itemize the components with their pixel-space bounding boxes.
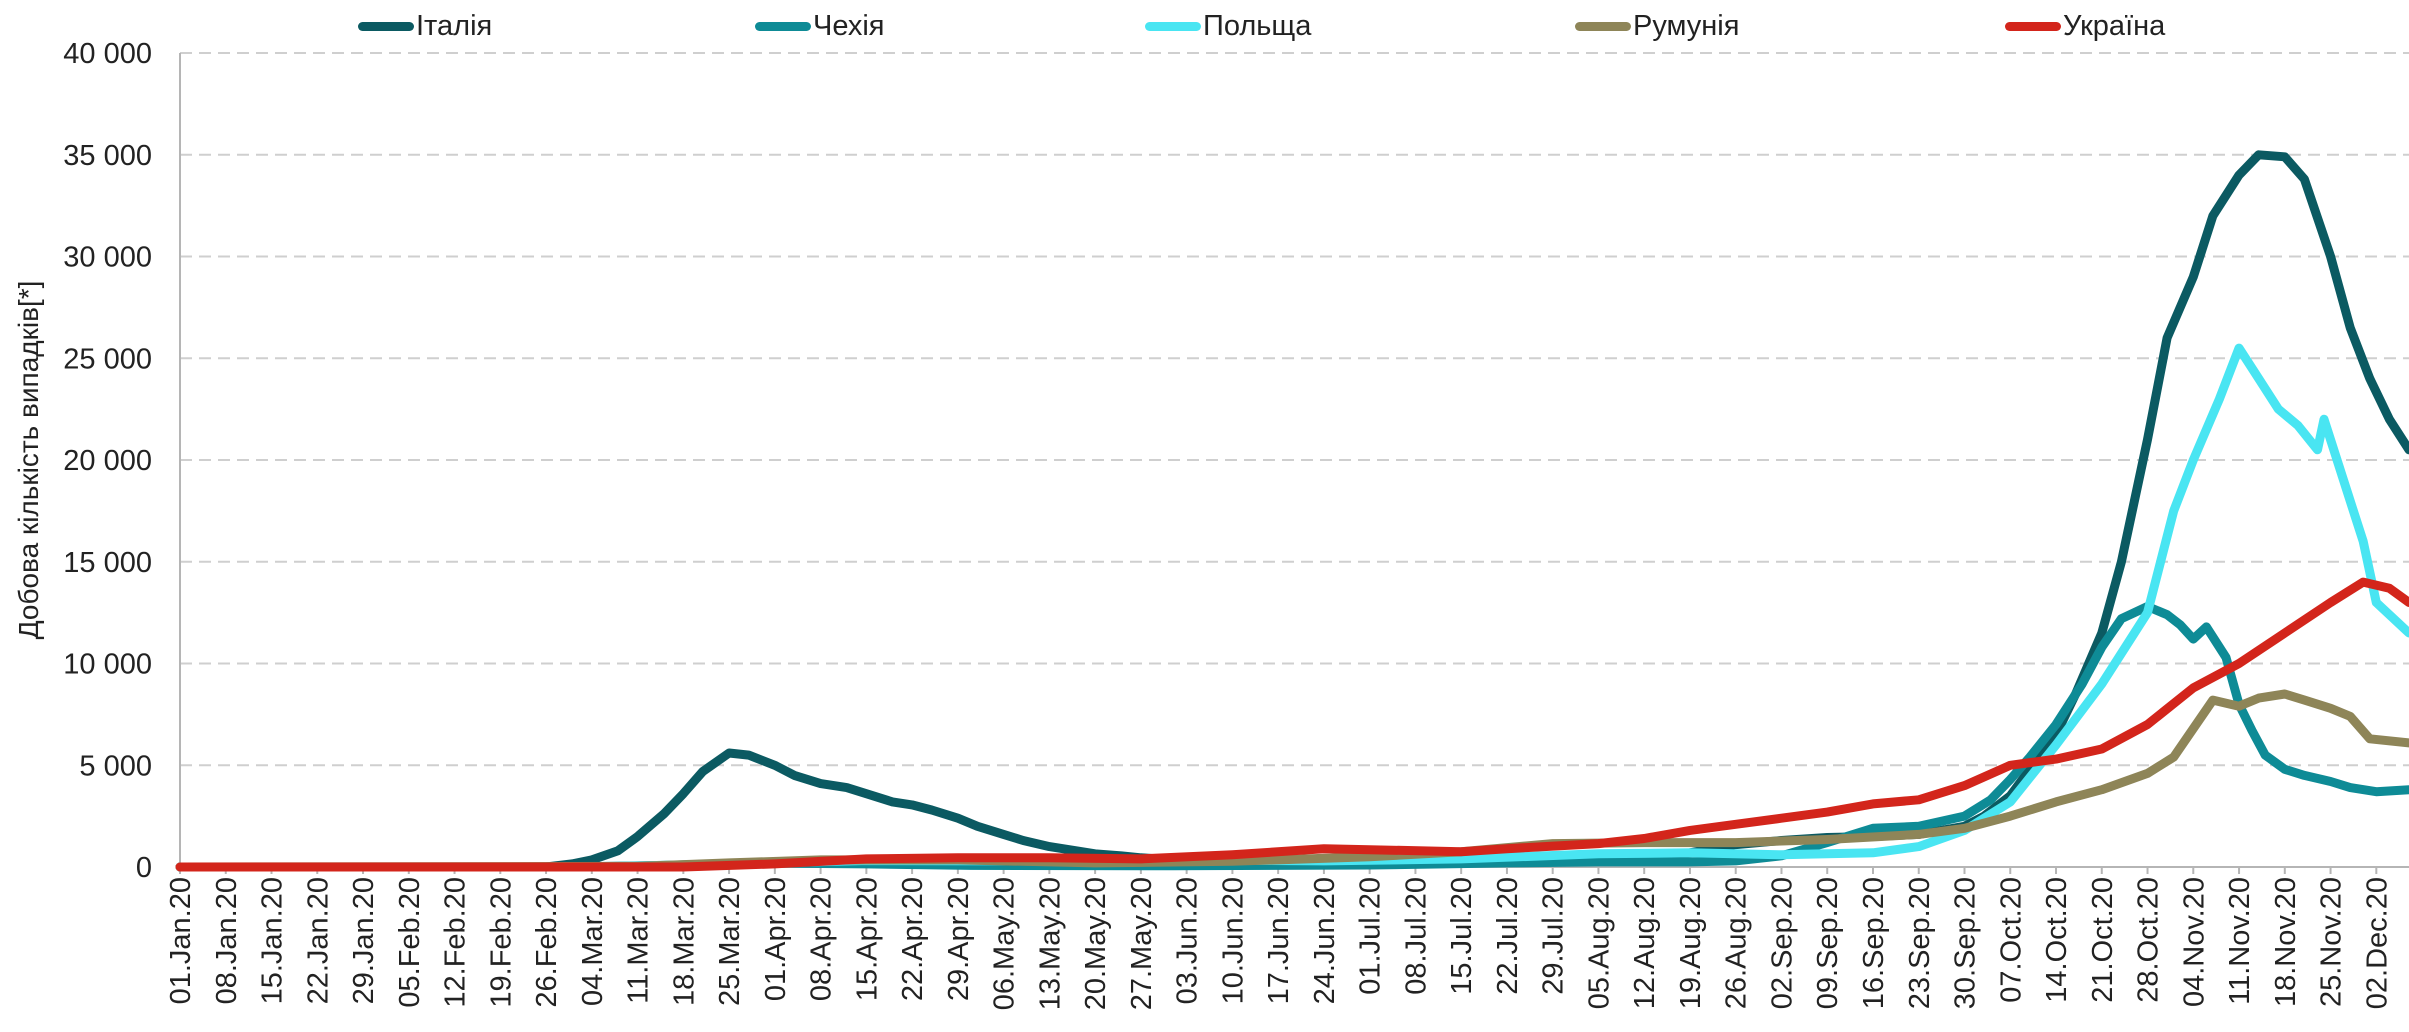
series-line (175, 150, 2409, 872)
y-tick-label: 40 000 (63, 38, 152, 70)
x-tick-label: 18.Mar.20 (668, 877, 700, 1006)
y-tick-label: 10 000 (63, 649, 152, 681)
x-tick-label: 18.Nov.20 (2270, 877, 2302, 1007)
x-tick-label: 25.Mar.20 (714, 877, 746, 1006)
x-tick-label: 11.Nov.20 (2224, 877, 2256, 1005)
x-tick-label: 29.Apr.20 (943, 877, 975, 1001)
y-tick-label: 30 000 (63, 242, 152, 274)
y-tick-label: 25 000 (63, 343, 152, 375)
legend-swatch (1145, 21, 1201, 31)
x-tick-label: 12.Feb.20 (440, 877, 472, 1008)
x-tick-label: 22.Jul.20 (1492, 877, 1524, 995)
x-tick-label: 15.Apr.20 (851, 877, 883, 1001)
x-tick-label: 09.Sep.20 (1812, 877, 1844, 1009)
x-tick-label: 04.Nov.20 (2178, 877, 2210, 1007)
legend-label: Польща (1203, 9, 1312, 42)
legend-item: Чехія (755, 8, 884, 44)
y-axis-title: Добова кількість випадків[*] (13, 281, 44, 640)
x-tick-label: 01.Jul.20 (1355, 877, 1387, 995)
x-tick-label: 28.Oct.20 (2133, 877, 2165, 1003)
x-tick-label: 08.Jul.20 (1400, 877, 1432, 995)
x-tick-label: 05.Aug.20 (1583, 877, 1615, 1009)
x-tick-label: 30.Sep.20 (1950, 877, 1982, 1009)
x-tick-label: 03.Jun.20 (1172, 877, 1204, 1004)
x-tick-label: 27.May.20 (1126, 877, 1158, 1010)
x-tick-label: 23.Sep.20 (1904, 877, 1936, 1009)
x-tick-label: 04.Mar.20 (577, 877, 609, 1006)
y-tick-label: 0 (136, 852, 152, 884)
x-tick-label: 05.Feb.20 (394, 877, 426, 1008)
y-tick-label: 35 000 (63, 140, 152, 172)
x-tick-label: 14.Oct.20 (2041, 877, 2073, 1003)
x-tick-label: 15.Jan.20 (257, 877, 289, 1004)
series-lines (175, 150, 2409, 872)
x-tick-label: 01.Jan.20 (165, 877, 197, 1004)
legend-item: Італія (358, 8, 492, 44)
x-tick-label: 01.Apr.20 (760, 877, 792, 1001)
legend-label: Чехія (813, 9, 885, 42)
x-tick-label: 19.Aug.20 (1675, 877, 1707, 1009)
x-tick-label: 08.Jan.20 (211, 877, 243, 1004)
x-tick-label: 26.Aug.20 (1721, 877, 1753, 1009)
x-tick-label: 12.Aug.20 (1629, 877, 1661, 1009)
x-tick-label: 29.Jan.20 (348, 877, 380, 1004)
x-axis: 01.Jan.20 08.Jan.20 15.Jan.20 22.Jan.20 29.J… (165, 867, 2393, 1010)
x-tick-label: 13.May.20 (1034, 877, 1066, 1010)
series-line (175, 343, 2409, 872)
x-tick-label: 11.Mar.20 (623, 877, 655, 1004)
legend-swatch (358, 21, 414, 31)
x-tick-label: 08.Apr.20 (806, 877, 838, 1001)
x-tick-label: 24.Jun.20 (1309, 877, 1341, 1004)
y-tick-label: 15 000 (63, 547, 152, 579)
legend-swatch (2005, 21, 2061, 31)
legend-item: Польща (1145, 8, 1311, 44)
x-tick-label: 16.Sep.20 (1858, 877, 1890, 1009)
x-tick-label: 10.Jun.20 (1217, 877, 1249, 1004)
x-tick-label: 21.Oct.20 (2087, 877, 2119, 1003)
x-tick-label: 29.Jul.20 (1538, 877, 1570, 995)
legend-label: Україна (2063, 9, 2166, 42)
y-axis: 0 5 000 10 000 15 000 20 000 25 000 30 000 35 0… (63, 38, 2409, 884)
gridlines (180, 52, 2409, 767)
x-tick-label: 06.May.20 (989, 877, 1021, 1010)
x-tick-label: 02.Sep.20 (1766, 877, 1798, 1009)
series-line (175, 602, 2409, 872)
x-tick-label: 17.Jun.20 (1263, 877, 1295, 1004)
x-tick-label: 15.Jul.20 (1446, 877, 1478, 995)
x-tick-label: 02.Dec.20 (2361, 877, 2393, 1009)
y-tick-label: 5 000 (79, 750, 152, 782)
legend-item: Україна (2005, 8, 2165, 44)
y-tick-label: 20 000 (63, 445, 152, 477)
series-line (175, 577, 2409, 872)
x-tick-label: 19.Feb.20 (485, 877, 517, 1008)
x-tick-label: 26.Feb.20 (531, 877, 563, 1008)
x-tick-label: 07.Oct.20 (1995, 877, 2027, 1003)
legend-label: Румунія (1633, 9, 1740, 42)
legend-swatch (1575, 21, 1631, 31)
x-tick-label: 20.May.20 (1080, 877, 1112, 1010)
legend-swatch (755, 21, 811, 31)
x-tick-label: 22.Jan.20 (302, 877, 334, 1004)
legend-item: Румунія (1575, 8, 1739, 44)
x-tick-label: 22.Apr.20 (897, 877, 929, 1001)
legend-label: Італія (416, 9, 493, 42)
x-tick-label: 25.Nov.20 (2316, 877, 2348, 1007)
